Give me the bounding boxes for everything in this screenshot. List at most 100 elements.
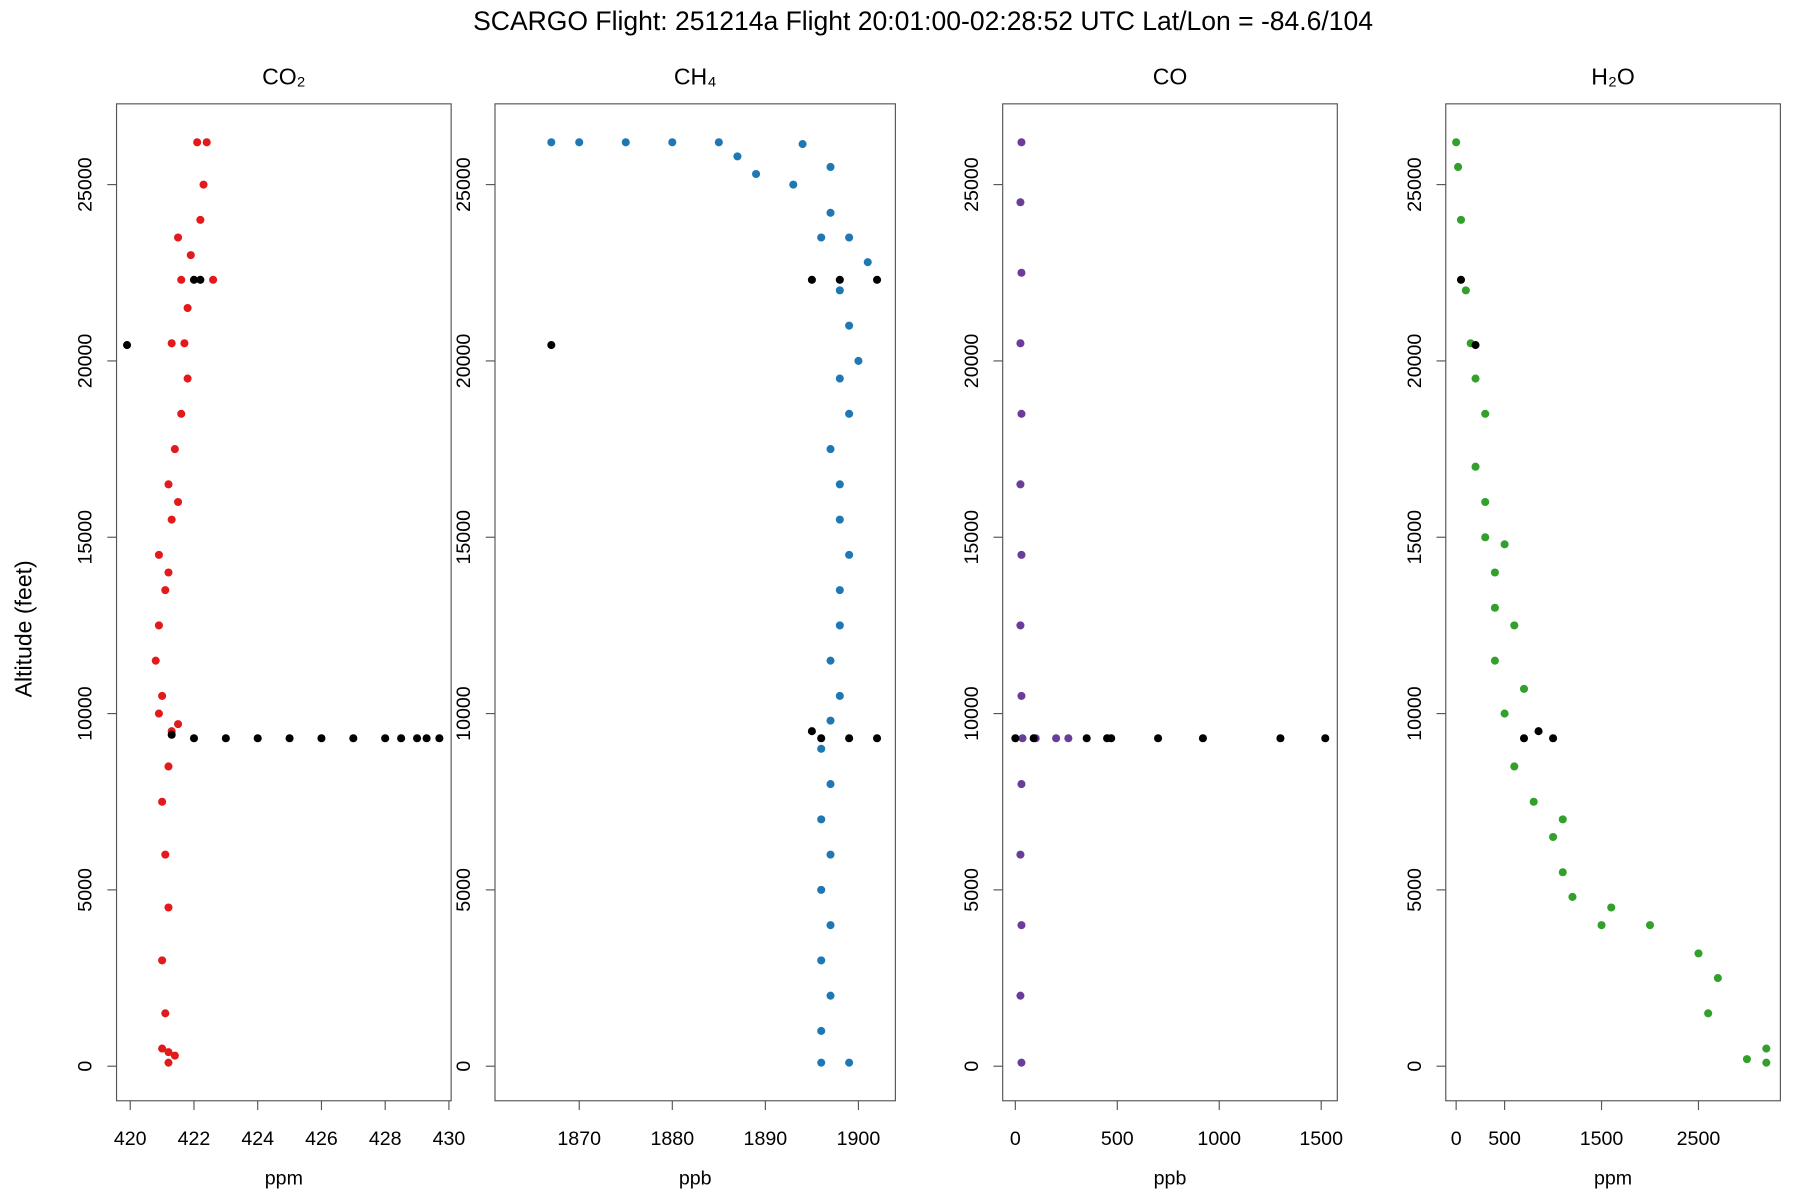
- data-point: [873, 734, 882, 743]
- data-point: [668, 138, 677, 147]
- x-tick-label: 1890: [744, 1128, 788, 1150]
- x-tick-label: 1870: [557, 1128, 601, 1150]
- y-tick-label: 20000: [453, 334, 475, 389]
- data-point: [174, 720, 183, 729]
- data-point: [183, 374, 192, 383]
- panel-title: CO: [1153, 64, 1188, 90]
- data-point: [1029, 734, 1038, 743]
- data-point: [1017, 921, 1026, 930]
- data-point: [1510, 621, 1519, 630]
- data-point: [835, 286, 844, 295]
- data-point: [174, 497, 183, 507]
- data-point: [1645, 921, 1655, 930]
- data-point: [167, 515, 176, 524]
- x-tick-label: 428: [369, 1128, 402, 1150]
- x-tick-label: 1000: [1197, 1128, 1241, 1150]
- y-tick-label: 20000: [1404, 334, 1426, 389]
- y-tick-label: 10000: [453, 686, 475, 741]
- data-point: [435, 734, 444, 743]
- data-point: [1456, 215, 1466, 224]
- x-tick-label: 424: [241, 1128, 274, 1150]
- data-point: [186, 251, 195, 260]
- y-tick-label: 10000: [1404, 686, 1426, 741]
- x-tick-label: 1880: [650, 1128, 694, 1150]
- data-point: [253, 734, 262, 743]
- x-tick-label: 0: [1010, 1128, 1021, 1150]
- data-point: [167, 730, 176, 739]
- y-tick-label: 15000: [961, 510, 983, 565]
- data-point: [164, 568, 173, 577]
- y-axis-label: Altitude (feet): [10, 560, 36, 697]
- data-point: [154, 709, 163, 718]
- y-tick-label: 0: [75, 1061, 97, 1072]
- data-point: [196, 215, 205, 224]
- y-tick-label: 25000: [453, 157, 475, 212]
- data-point: [177, 409, 186, 418]
- data-point: [123, 341, 132, 350]
- data-point: [285, 734, 294, 743]
- data-point: [1519, 734, 1529, 743]
- data-point: [158, 956, 167, 965]
- data-point: [397, 734, 406, 743]
- data-point: [1558, 815, 1567, 824]
- data-point: [1321, 734, 1330, 743]
- data-point: [1742, 1055, 1751, 1064]
- y-tick-label: 5000: [75, 868, 97, 912]
- data-point: [1452, 138, 1461, 147]
- data-point: [202, 138, 211, 147]
- plot-frame: [115, 103, 452, 1102]
- x-axis-label: ppb: [1154, 1167, 1187, 1189]
- data-point: [845, 233, 854, 242]
- data-point: [835, 691, 844, 700]
- data-point: [1064, 734, 1073, 743]
- x-axis-label: ppm: [265, 1167, 303, 1189]
- data-point: [845, 734, 854, 743]
- data-point: [817, 1026, 826, 1035]
- data-point: [789, 180, 798, 189]
- data-point: [1568, 892, 1577, 901]
- data-point: [854, 356, 863, 365]
- panel-title: CO₂: [262, 64, 306, 90]
- data-point: [826, 921, 835, 930]
- x-axis-label: ppb: [679, 1167, 712, 1189]
- data-point: [1510, 762, 1519, 771]
- x-tick-label: 500: [1488, 1128, 1521, 1150]
- data-point: [164, 480, 173, 489]
- x-tick-label: 500: [1101, 1128, 1134, 1150]
- data-point: [221, 734, 230, 743]
- data-point: [1549, 832, 1558, 842]
- data-point: [164, 903, 173, 912]
- data-point: [413, 734, 422, 743]
- data-point: [817, 233, 826, 242]
- data-point: [1198, 734, 1207, 743]
- y-tick-label: 15000: [1404, 510, 1426, 565]
- y-tick-label: 10000: [961, 686, 983, 741]
- x-tick-label: 0: [1451, 1128, 1462, 1150]
- panel-title: H₂O: [1591, 64, 1635, 90]
- data-point: [1016, 339, 1025, 348]
- y-tick-label: 0: [453, 1061, 475, 1072]
- data-point: [161, 586, 170, 595]
- data-point: [158, 691, 167, 700]
- data-point: [154, 550, 163, 559]
- data-point: [158, 1044, 167, 1053]
- data-point: [170, 1051, 179, 1060]
- data-point: [835, 275, 844, 284]
- data-point: [752, 169, 761, 179]
- data-point: [1500, 540, 1509, 549]
- data-point: [807, 727, 816, 736]
- data-point: [1597, 921, 1606, 930]
- data-point: [1607, 903, 1616, 912]
- data-point: [817, 815, 826, 824]
- data-point: [817, 1058, 826, 1067]
- y-tick-label: 25000: [1404, 157, 1426, 212]
- data-point: [151, 656, 160, 665]
- data-point: [826, 445, 835, 454]
- panel-title: CH₄: [674, 64, 717, 90]
- data-point: [193, 138, 202, 147]
- data-point: [826, 780, 835, 789]
- plot-frame: [494, 103, 896, 1102]
- data-point: [167, 339, 176, 348]
